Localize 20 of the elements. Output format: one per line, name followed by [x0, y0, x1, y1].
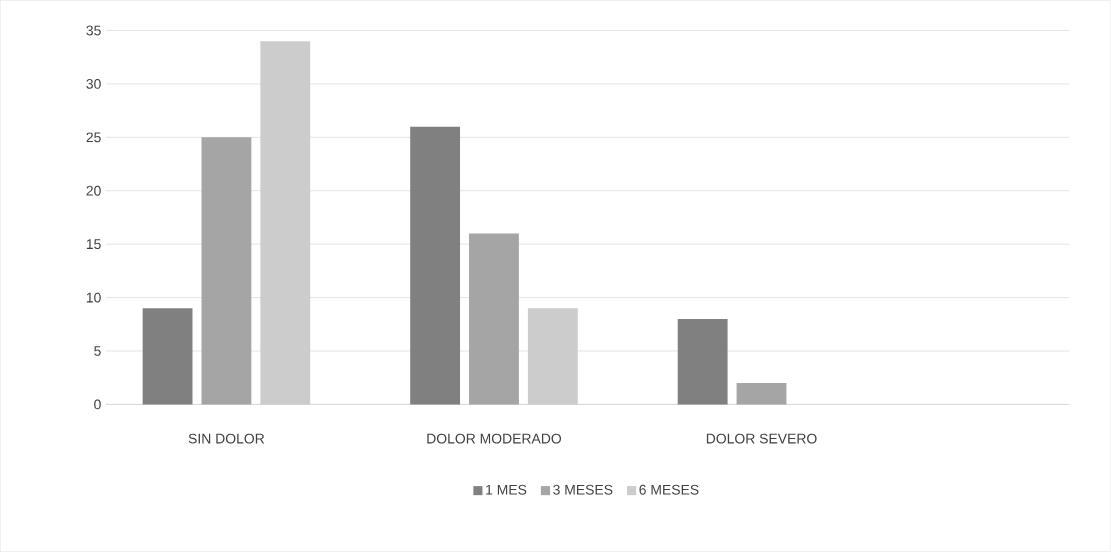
- y-tick-label: 25: [86, 132, 101, 143]
- x-tick-label: DOLOR SEVERO: [706, 433, 817, 444]
- y-tick-label: 0: [94, 399, 101, 410]
- x-tick-label: DOLOR MODERADO: [427, 433, 562, 444]
- y-tick-label: 35: [86, 25, 101, 36]
- x-tick-label: SIN DOLOR: [188, 433, 265, 444]
- bar: [677, 318, 728, 405]
- bar: [736, 383, 787, 405]
- bar: [469, 233, 519, 405]
- y-tick-label: 30: [86, 78, 101, 89]
- y-tick-label: 10: [86, 292, 101, 303]
- legend-label: 1 MES: [486, 484, 527, 495]
- y-tick-label: 15: [86, 239, 101, 250]
- y-tick-label: 20: [86, 185, 101, 196]
- bar: [142, 308, 193, 405]
- legend-label: 6 MESES: [639, 484, 699, 495]
- legend-label: 3 MESES: [553, 484, 613, 495]
- bar: [201, 137, 252, 405]
- y-tick-label: 5: [94, 346, 101, 356]
- bar: [410, 126, 461, 405]
